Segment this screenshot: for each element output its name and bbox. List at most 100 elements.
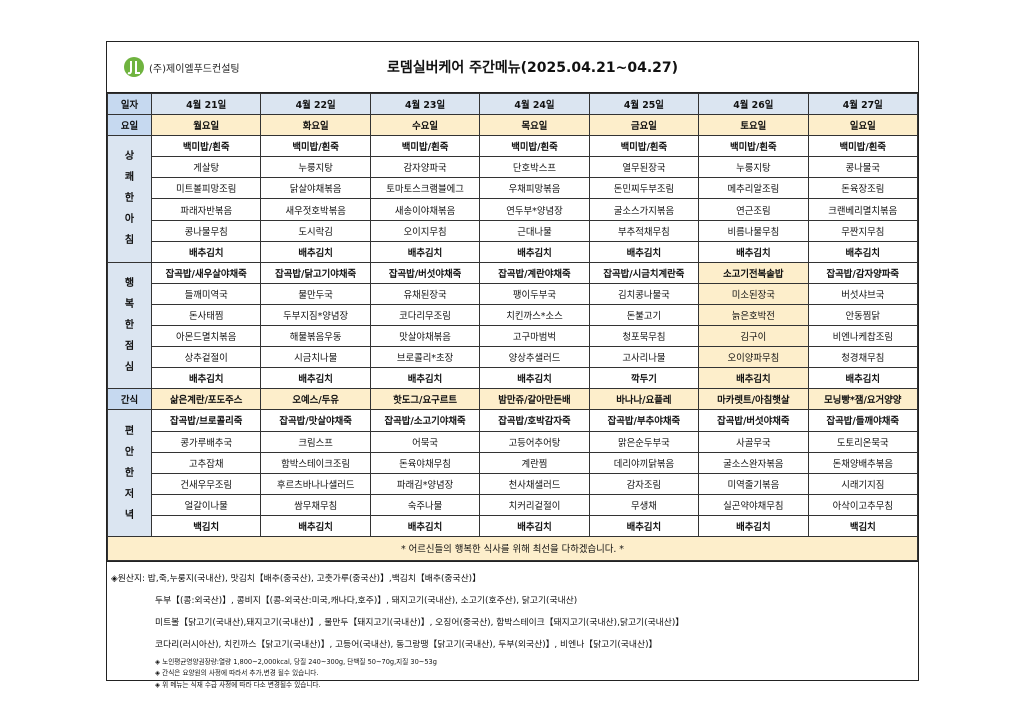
menu-item: 굴소스완자볶음 (698, 451, 809, 474)
menu-item: 파래김*양념장 (369, 472, 481, 495)
dinner-row: 편 안 한 저 녁 잡곡밥/브로콜리죽 잡곡밥/맛살야채죽 잡곡밥/소고기야채죽 잡곡밥/호박감… (107, 409, 919, 537)
menu-item: 배추김치 (260, 514, 371, 537)
menu-item: 배추김치 (260, 240, 371, 263)
menu-item: 두부지짐*양념장 (260, 303, 371, 327)
menu-item: 닭살야채볶음 (260, 177, 371, 200)
menu-item: 근대나물 (479, 219, 590, 242)
menu-item: 계란찜 (479, 451, 590, 474)
date-cell: 4월 27일 (807, 92, 919, 116)
menu-item: 연근조림 (698, 198, 809, 221)
menu-item: 미역줄기볶음 (698, 472, 809, 495)
menu-item: 양상추샐러드 (479, 346, 590, 369)
weekday-cell: 금요일 (588, 114, 700, 137)
date-cell: 4월 25일 (588, 92, 700, 116)
snack-item: 삶은계란/포도주스 (150, 388, 262, 411)
origin-line: 미트볼【닭고기(국내산),돼지고기(국내산)】, 물만두【돼지고기(국내산)】,… (155, 617, 685, 628)
menu-item: 배추김치 (588, 514, 700, 537)
menu-item: 우채피망볶음 (479, 177, 590, 200)
menu-item: 치킨까스*소스 (479, 303, 590, 327)
menu-item: 숙주나물 (369, 493, 481, 516)
menu-item: 배추김치 (698, 367, 809, 390)
menu-item: 부추적채무침 (588, 219, 700, 242)
menu-item: 늙은호박전 (698, 303, 809, 327)
menu-item: 감자양파국 (369, 156, 481, 179)
snack-label: 간식 (107, 388, 152, 411)
menu-item: 배추김치 (479, 514, 590, 537)
menu-item: 토마토스크램블에그 (369, 177, 481, 200)
menu-item: 오이양파무침 (698, 346, 809, 369)
menu-item: 미트볼피망조림 (150, 177, 262, 200)
company-name: (주)제이엘푸드컨설팅 (149, 63, 240, 75)
lunch-row: 행 복 한 점 심 잡곡밥/새우살야채죽 잡곡밥/닭고기야채죽 잡곡밥/버섯야채죽 잡곡밥/계란… (107, 261, 919, 390)
menu-item: 열무된장국 (588, 156, 700, 179)
menu-item: 배추김치 (807, 240, 919, 263)
menu-item: 물만두국 (260, 282, 371, 305)
menu-item: 고등어추어탕 (479, 430, 590, 453)
company-logo: (주)제이엘푸드컨설팅 (123, 56, 240, 78)
lunch-row: 들깨미역국 물만두국 유채된장국 팽이두부국 김치콩나물국 미소된장국 버섯샤브국 (108, 282, 919, 305)
menu-item: 누룽지탕 (260, 156, 371, 179)
menu-item: 비름나물무침 (698, 219, 809, 242)
menu-item: 백김치 (807, 514, 919, 537)
menu-item: 실곤약야채무침 (698, 493, 809, 516)
menu-item: 잡곡밥/새우살야채죽 (150, 261, 262, 284)
menu-table: 일자 4월 21일 4월 22일 4월 23일 4월 24일 4월 25일 4월 26일 4월… (107, 92, 919, 561)
menu-item: 배추김치 (479, 240, 590, 263)
menu-item: 청포묵무침 (588, 325, 700, 348)
menu-item: 돈사태찜 (150, 303, 262, 327)
menu-item: 시금치나물 (260, 346, 371, 369)
menu-item: 고사리나물 (588, 346, 700, 369)
menu-item: 잡곡밥/브로콜리죽 (150, 409, 262, 432)
weekday-row: 요일 월요일 화요일 수요일 목요일 금요일 토요일 일요일 (107, 114, 919, 137)
weekday-cell: 화요일 (260, 114, 371, 137)
lunch-row: 아몬드멸치볶음 해물볶음우동 맛살야채볶음 고구마범벅 청포묵무침 김구이 비엔나케찹조림 (108, 325, 919, 348)
menu-item: 아몬드멸치볶음 (150, 325, 262, 348)
origin-line: 두부【(콩:외국산)】, 콩비지【(콩-외국산:미국,캐나다,호주)】, 돼지고… (155, 595, 578, 606)
menu-item: 콩나물무침 (150, 219, 262, 242)
menu-item: 안동찜닭 (807, 303, 919, 327)
menu-item: 고구마범벅 (479, 325, 590, 348)
menu-item: 메추리알조림 (698, 177, 809, 200)
dinner-row: 고추잡채 함박스테이크조림 돈육야채무침 계란찜 데리야끼닭볶음 굴소스완자볶음 돈채양배추… (108, 451, 919, 474)
date-cell: 4월 26일 (698, 92, 809, 116)
menu-item: 상추겉절이 (150, 346, 262, 369)
footnote: ◈ 노인평균영양권장량:열량 1,800~2,000kcal, 당질 240~3… (155, 657, 437, 666)
menu-item: 돈육야채무침 (369, 451, 481, 474)
weekday-cell: 목요일 (479, 114, 590, 137)
menu-item: 배추김치 (150, 367, 262, 390)
lunch-row: 배추김치 배추김치 배추김치 배추김치 깍두기 배추김치 배추김치 (108, 367, 919, 390)
menu-item: 배추김치 (698, 514, 809, 537)
snack-row: 간식 삶은계란/포도주스 오예스/두유 핫도그/요구르트 밤만쥬/갈아만든배 바나나/요플… (107, 388, 919, 411)
menu-item: 무생채 (588, 493, 700, 516)
menu-item: 누룽지탕 (698, 156, 809, 179)
menu-item: 청경채무침 (807, 346, 919, 369)
menu-item: 버섯샤브국 (807, 282, 919, 305)
menu-item: 잡곡밥/계란야채죽 (479, 261, 590, 284)
snack-item: 모닝빵*잼/요거양양 (807, 388, 919, 411)
menu-item: 배추김치 (588, 240, 700, 263)
menu-item: 배추김치 (479, 367, 590, 390)
date-row: 일자 4월 21일 4월 22일 4월 23일 4월 24일 4월 25일 4월 26일 4월… (107, 92, 919, 116)
dinner-row: 콩가루배추국 크림스프 어묵국 고등어추어탕 맑은순두부국 사골무국 도토리온묵국 (108, 430, 919, 453)
menu-item: 잡곡밥/버섯야채죽 (369, 261, 481, 284)
menu-item: 아삭이고추무침 (807, 493, 919, 516)
origin-info: ◈원산지: 밥,죽,누룽지(국내산), 맛김치【배추(중국산), 고춧가루(중국… (107, 560, 918, 691)
menu-item: 파래자반볶음 (150, 198, 262, 221)
origin-line: 코다리(러시아산), 치킨까스【닭고기(국내산)】, 고등어(국내산), 동그랑… (155, 639, 658, 650)
menu-item: 함박스테이크조림 (260, 451, 371, 474)
menu-item: 잡곡밥/소고기야채죽 (369, 409, 481, 432)
menu-item: 백미밥/흰죽 (150, 135, 262, 158)
lunch-row: 상추겉절이 시금치나물 브로콜리*초장 양상추샐러드 고사리나물 오이양파무침 청경채무침 (108, 346, 919, 369)
snack-item: 밤만쥬/갈아만든배 (479, 388, 590, 411)
sheet-header: (주)제이엘푸드컨설팅 로뎀실버케어 주간메뉴(2025.04.21~04.27… (107, 42, 918, 93)
menu-item: 깍두기 (588, 367, 700, 390)
menu-item: 천사채샐러드 (479, 472, 590, 495)
menu-item: 감자조림 (588, 472, 700, 495)
menu-item: 비엔나케찹조림 (807, 325, 919, 348)
menu-item: 크림스프 (260, 430, 371, 453)
menu-item: 연두부*양념장 (479, 198, 590, 221)
menu-item: 잡곡밥/호박감자죽 (479, 409, 590, 432)
menu-item: 잡곡밥/맛살야채죽 (260, 409, 371, 432)
menu-item: 굴소스가지볶음 (588, 198, 700, 221)
